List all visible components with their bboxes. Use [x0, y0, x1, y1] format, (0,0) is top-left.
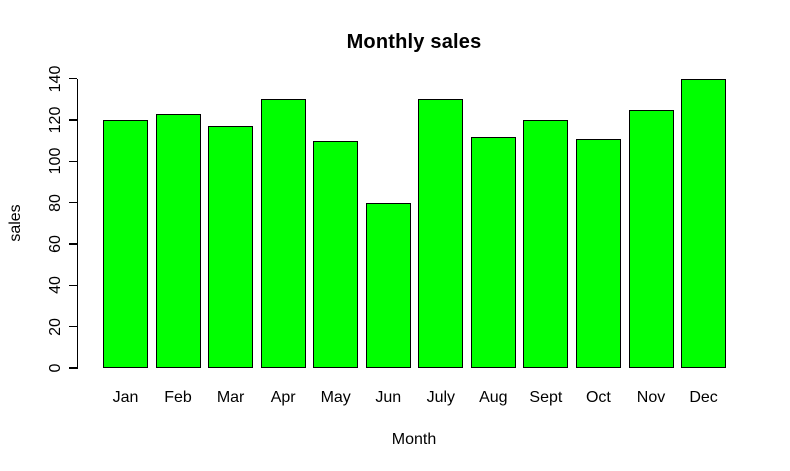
y-tick-mark	[68, 325, 77, 328]
bar-nov	[628, 109, 674, 368]
x-tick-label-apr: Apr	[270, 389, 296, 406]
x-tick-label-sept: Sept	[529, 389, 563, 406]
y-axis-line	[76, 78, 78, 370]
y-tick-label: 100	[47, 148, 64, 175]
x-tick-label-oct: Oct	[585, 389, 611, 406]
y-tick-label: 80	[47, 193, 64, 212]
y-tick-label: 40	[47, 276, 64, 295]
bar-dec	[681, 78, 727, 368]
bar-jan	[103, 120, 148, 368]
bar-july	[418, 99, 464, 368]
x-tick-label-jan: Jan	[112, 389, 139, 406]
y-tick-mark	[68, 284, 77, 287]
y-tick-mark	[68, 201, 77, 204]
y-tick-label: 20	[47, 317, 64, 336]
x-tick-label-dec: Dec	[689, 389, 718, 406]
y-tick-mark	[68, 77, 77, 80]
y-tick-mark	[68, 243, 77, 245]
y-tick-label: 60	[47, 235, 64, 253]
x-tick-label-nov: Nov	[636, 389, 666, 406]
y-tick-mark	[68, 367, 77, 369]
x-tick-label-july: July	[426, 389, 456, 406]
bar-mar	[208, 126, 254, 368]
y-tick-label: 140	[47, 65, 64, 93]
bar-jun	[365, 202, 411, 368]
y-tick-mark	[68, 119, 77, 121]
chart-title: Monthly sales	[346, 31, 482, 53]
x-axis-label: Month	[391, 431, 437, 448]
y-axis-label: sales	[7, 204, 24, 242]
bar-may	[313, 140, 359, 368]
y-tick-mark	[68, 160, 77, 163]
bar-feb	[155, 113, 201, 368]
y-tick-label: 0	[47, 363, 64, 373]
x-tick-label-may: May	[320, 389, 351, 406]
x-tick-label-aug: Aug	[479, 389, 508, 406]
x-tick-label-feb: Feb	[164, 389, 192, 406]
bar-oct	[575, 138, 621, 368]
y-tick-label: 120	[47, 106, 64, 134]
bar-apr	[260, 99, 306, 368]
x-tick-label-jun: Jun	[375, 389, 402, 406]
bar-aug	[470, 136, 516, 368]
x-tick-label-mar: Mar	[216, 389, 245, 406]
bar-sept	[523, 120, 569, 368]
